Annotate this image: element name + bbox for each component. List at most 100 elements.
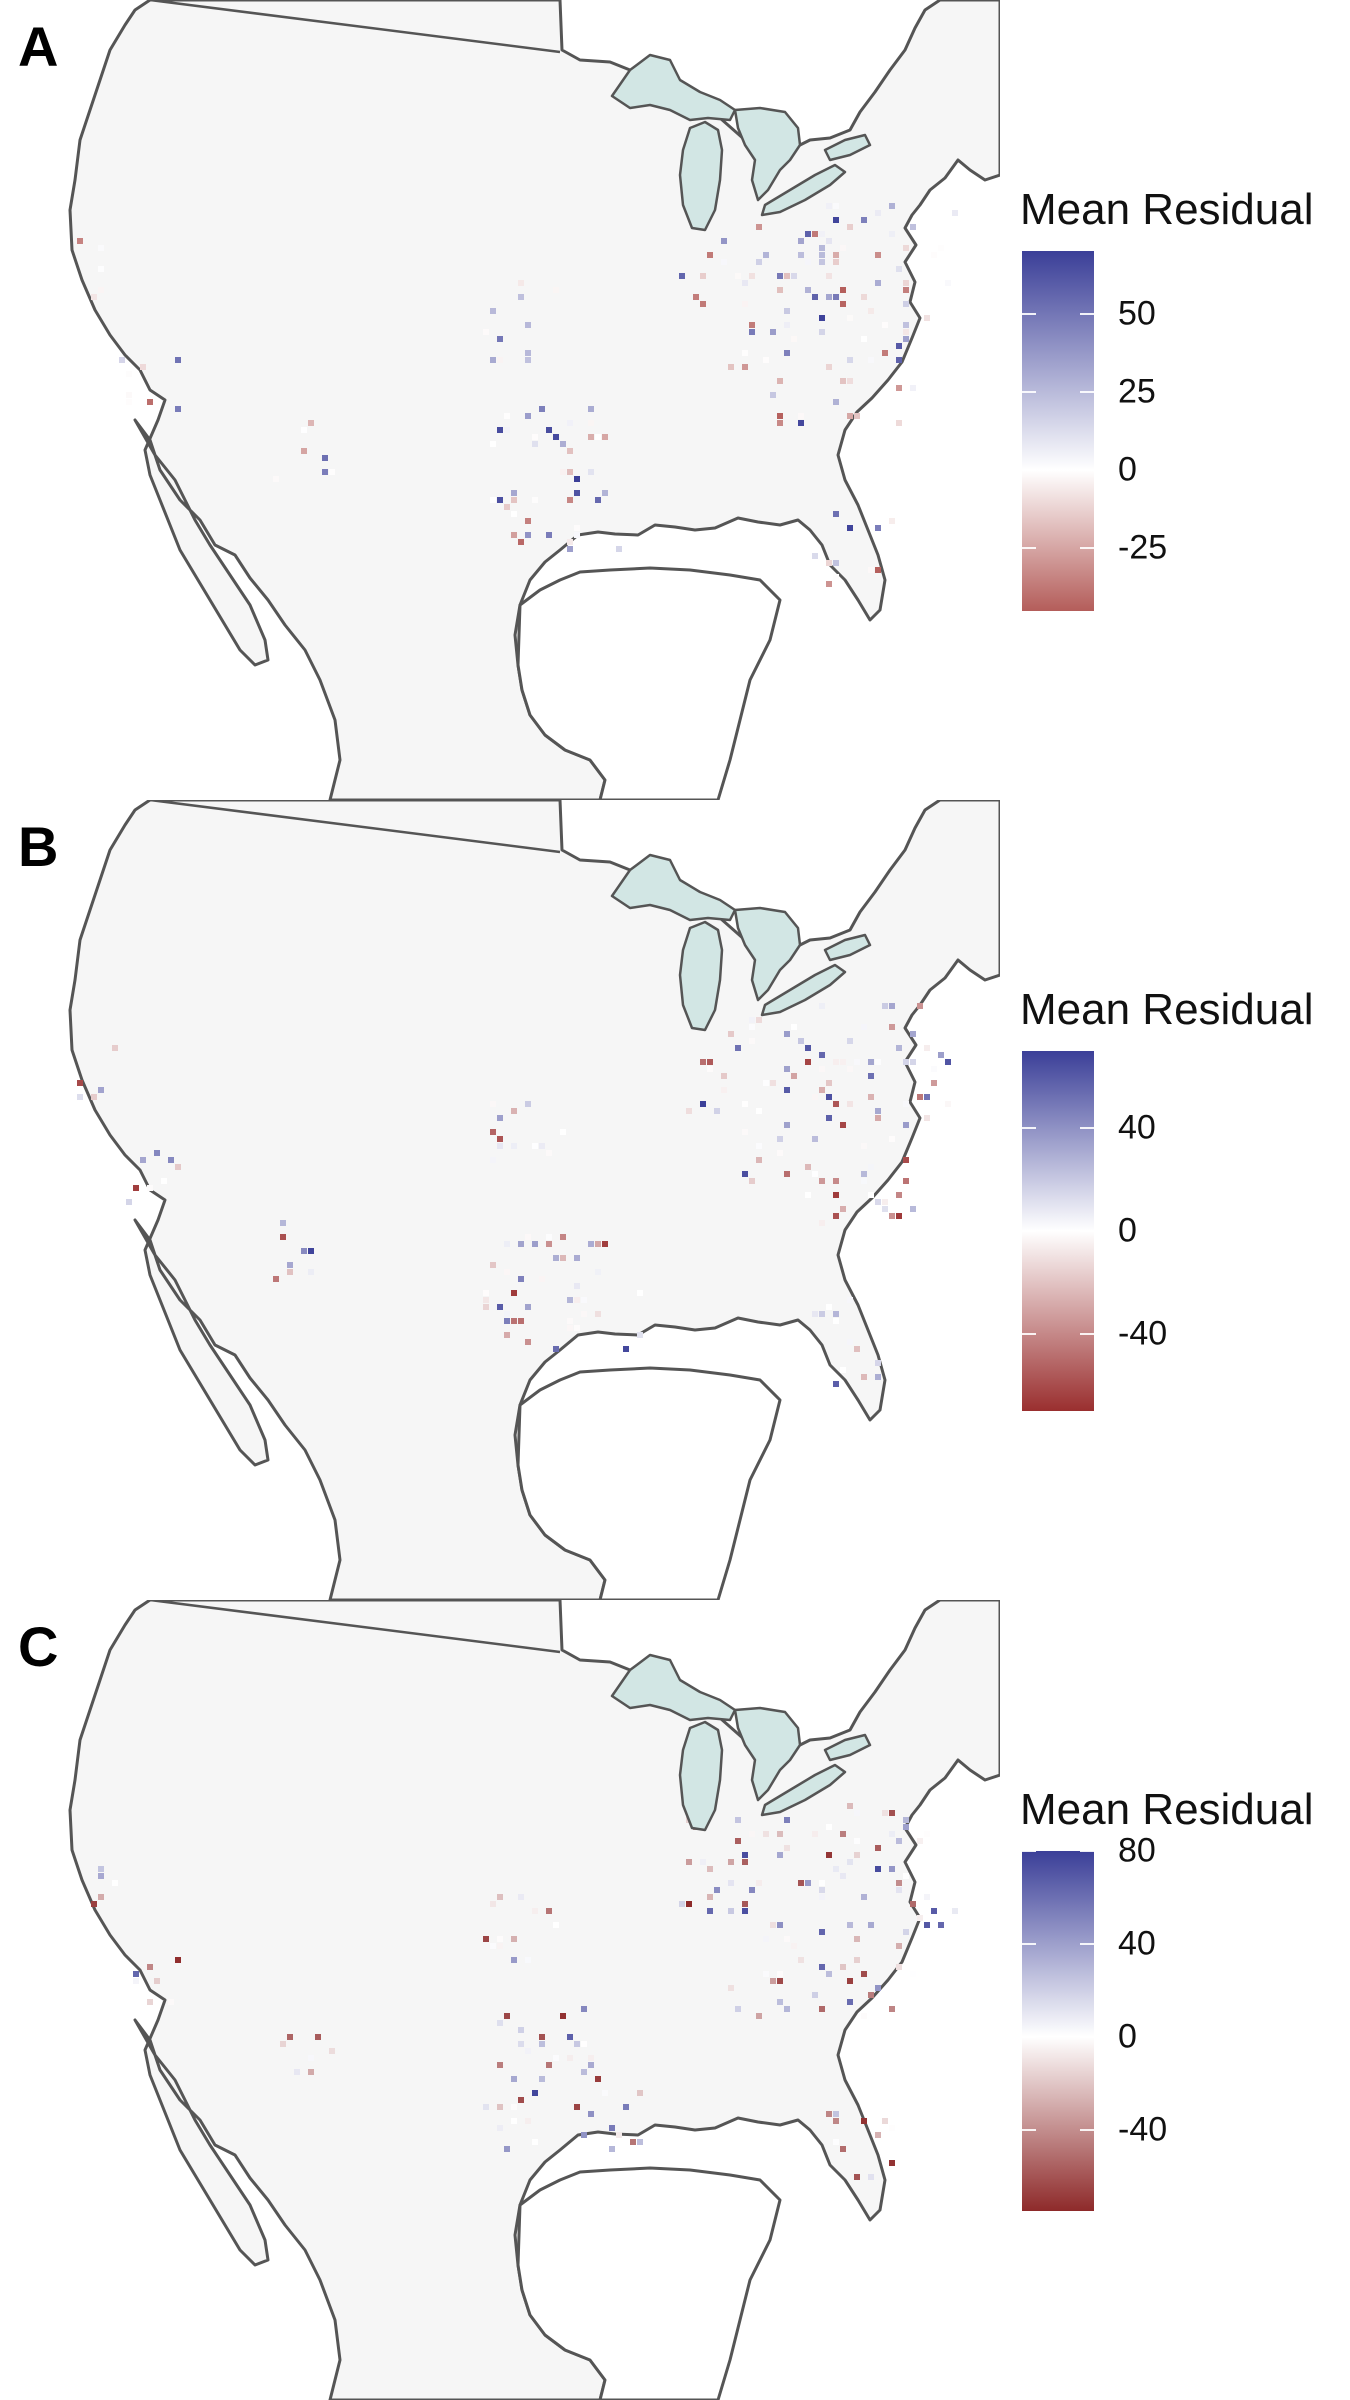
- great-lake: [678, 920, 724, 1032]
- residual-cell: [854, 1346, 860, 1352]
- residual-cell: [742, 1101, 748, 1107]
- residual-cell: [546, 427, 552, 433]
- residual-cell: [112, 1880, 118, 1886]
- residual-cell: [518, 2041, 524, 2047]
- residual-cell: [637, 2139, 643, 2145]
- residual-cell: [497, 1943, 503, 1949]
- residual-cell: [840, 1206, 846, 1212]
- residual-cell: [532, 497, 538, 503]
- residual-cell: [875, 1866, 881, 1872]
- residual-cell: [875, 210, 881, 216]
- residual-cell: [784, 273, 790, 279]
- great-lake: [733, 106, 802, 202]
- residual-cell: [532, 2139, 538, 2145]
- gulf-of-mexico: [516, 2166, 782, 2400]
- residual-cell: [896, 420, 902, 426]
- residual-cell: [700, 1101, 706, 1107]
- residual-cell: [931, 1908, 937, 1914]
- residual-cell: [497, 2104, 503, 2110]
- residual-cell: [588, 406, 594, 412]
- residual-cell: [574, 532, 580, 538]
- residual-cell: [784, 1066, 790, 1072]
- residual-cell: [847, 413, 853, 419]
- residual-cell: [91, 294, 97, 300]
- residual-cell: [812, 1992, 818, 1998]
- residual-cell: [833, 1192, 839, 1198]
- residual-cell: [91, 1094, 97, 1100]
- residual-cell: [756, 259, 762, 265]
- residual-cell: [826, 581, 832, 587]
- legend-title: Mean Residual: [1020, 185, 1314, 234]
- residual-cell: [917, 1094, 923, 1100]
- residual-cell: [917, 1838, 923, 1844]
- residual-cell: [903, 287, 909, 293]
- panel-a: A Mean Residual 50 25 0 -25: [0, 0, 1350, 800]
- residual-cell: [847, 1101, 853, 1107]
- residual-cell: [546, 1150, 552, 1156]
- residual-cell: [819, 1894, 825, 1900]
- residual-cell: [287, 1262, 293, 1268]
- residual-cell: [840, 1367, 846, 1373]
- residual-cell: [798, 413, 804, 419]
- residual-cell: [861, 1024, 867, 1030]
- residual-cell: [791, 1073, 797, 1079]
- great-lake: [823, 1733, 872, 1762]
- residual-cell: [917, 1003, 923, 1009]
- residual-cell: [749, 1887, 755, 1893]
- residual-cell: [273, 476, 279, 482]
- residual-cell: [854, 1957, 860, 1963]
- great-lake: [678, 1720, 724, 1832]
- residual-cell: [721, 1087, 727, 1093]
- residual-cell: [826, 1824, 832, 1830]
- residual-cell: [903, 280, 909, 286]
- residual-cell: [581, 2069, 587, 2075]
- residual-cell: [175, 357, 181, 363]
- residual-cell: [875, 1115, 881, 1121]
- border-line: [149, 800, 561, 854]
- residual-cell: [889, 1024, 895, 1030]
- great-lake: [823, 933, 872, 962]
- legend-tick-label: 0: [1118, 2017, 1137, 2056]
- residual-cell: [581, 2006, 587, 2012]
- residual-cell: [511, 2104, 517, 2110]
- residual-cell: [889, 518, 895, 524]
- residual-cell: [861, 1374, 867, 1380]
- residual-cell: [784, 1122, 790, 1128]
- residual-cell: [154, 1150, 160, 1156]
- panel-b: B Mean Residual 40 0 -40: [0, 800, 1350, 1600]
- residual-cell: [483, 1297, 489, 1303]
- residual-cell: [707, 1908, 713, 1914]
- residual-cell: [742, 1901, 748, 1907]
- residual-cell: [770, 1922, 776, 1928]
- residual-cell: [819, 1003, 825, 1009]
- residual-cell: [903, 322, 909, 328]
- residual-cell: [819, 1929, 825, 1935]
- residual-cell: [868, 1922, 874, 1928]
- residual-cell: [483, 2104, 489, 2110]
- residual-cell: [847, 1859, 853, 1865]
- border-line: [149, 1600, 561, 1654]
- residual-cell: [875, 1374, 881, 1380]
- residual-cell: [798, 420, 804, 426]
- residual-cell: [588, 420, 594, 426]
- residual-cell: [504, 427, 510, 433]
- residual-cell: [588, 2111, 594, 2117]
- residual-cell: [175, 1957, 181, 1963]
- great-lake: [760, 963, 847, 1017]
- residual-cell: [749, 273, 755, 279]
- residual-cell: [301, 427, 307, 433]
- residual-cell: [532, 2090, 538, 2096]
- residual-cell: [875, 1059, 881, 1065]
- residual-cell: [497, 1143, 503, 1149]
- residual-cell: [119, 357, 125, 363]
- residual-cell: [777, 1978, 783, 1984]
- residual-cell: [511, 1290, 517, 1296]
- residual-cell: [175, 1164, 181, 1170]
- legend-tick-label: 50: [1118, 294, 1156, 333]
- residual-cell: [126, 371, 132, 377]
- residual-cell: [924, 1831, 930, 1837]
- residual-cell: [861, 217, 867, 223]
- residual-cell: [889, 1810, 895, 1816]
- residual-cell: [511, 490, 517, 496]
- residual-cell: [749, 1831, 755, 1837]
